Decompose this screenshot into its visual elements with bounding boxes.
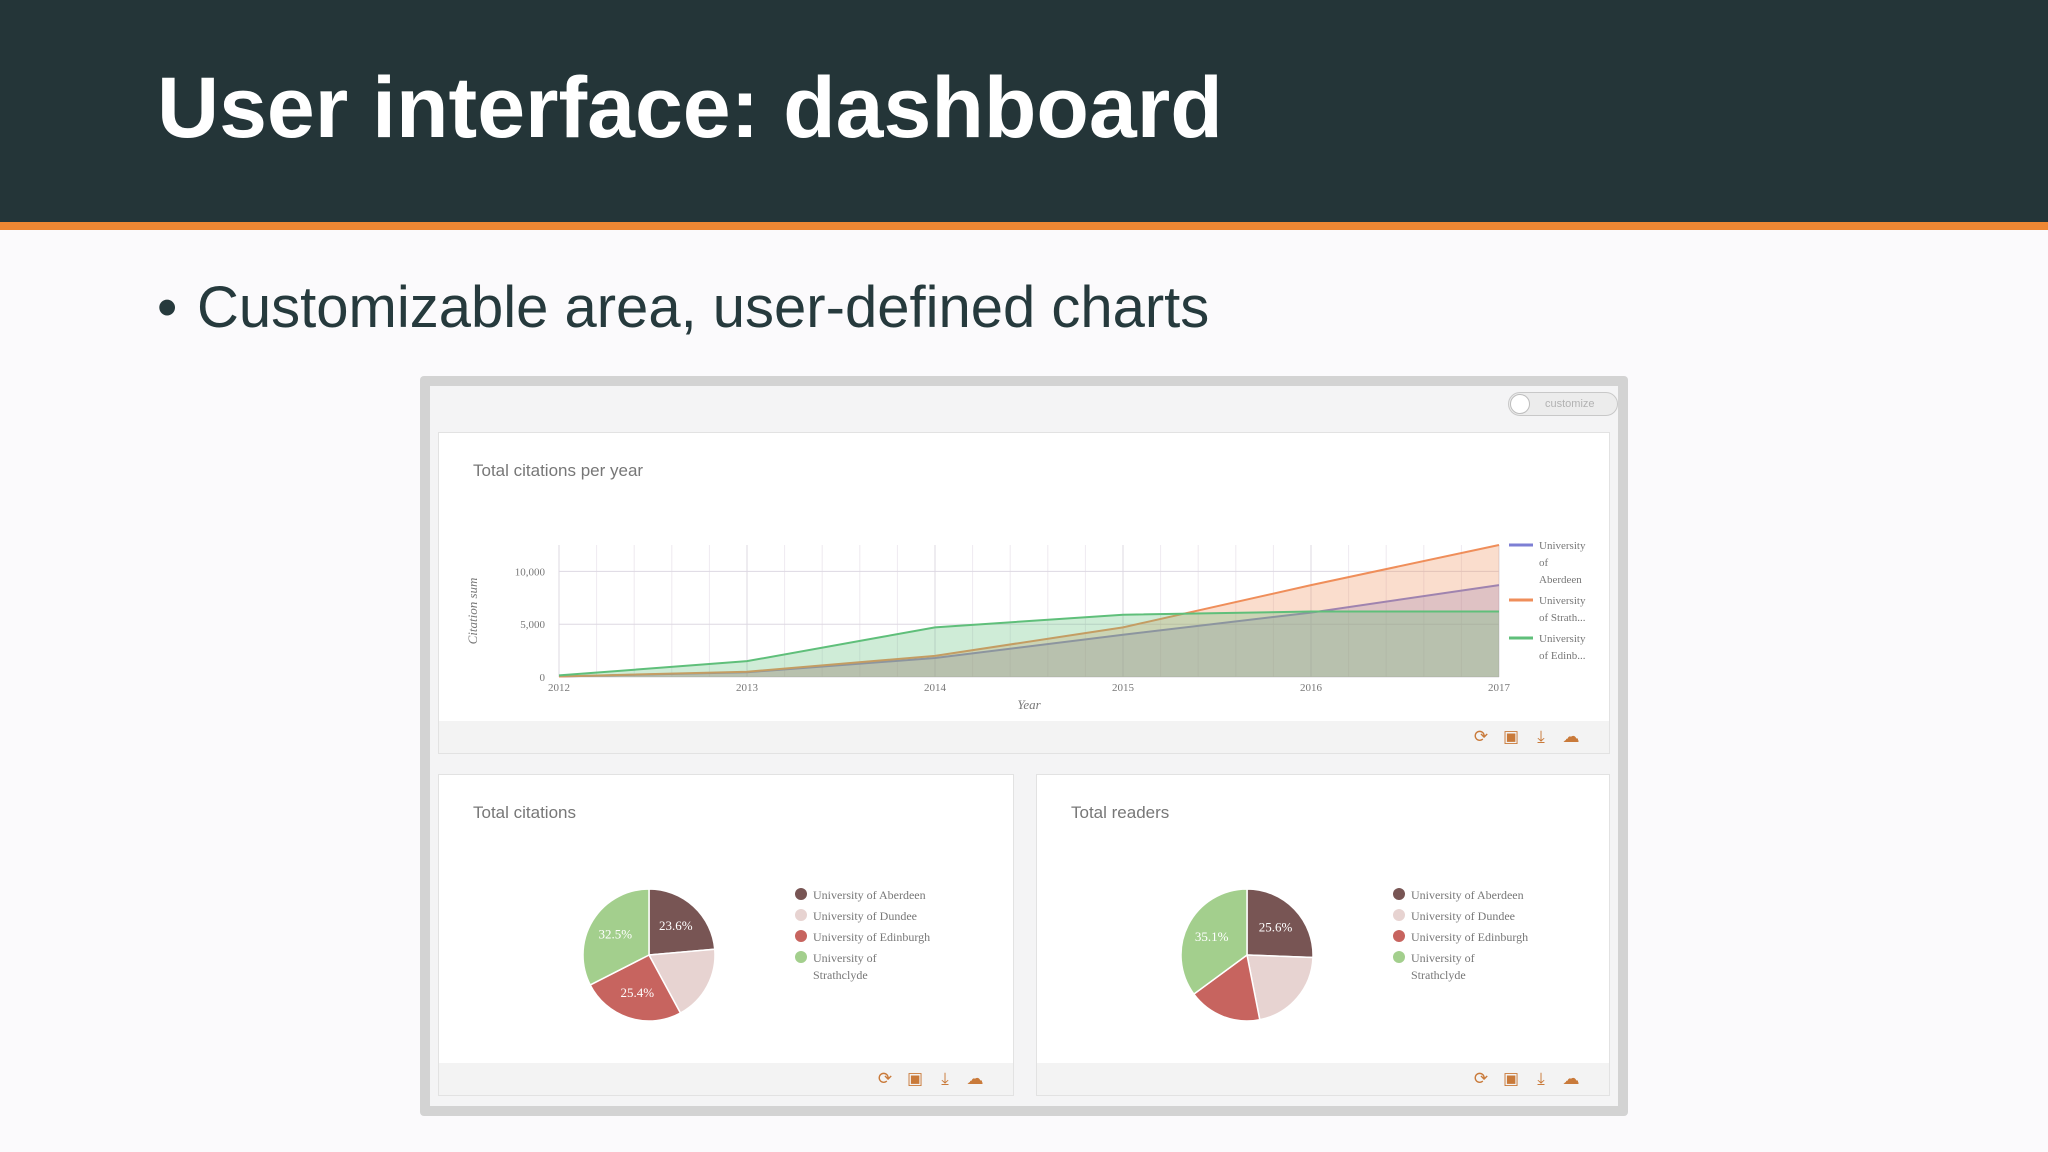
- refresh-icon[interactable]: ⟳: [877, 1069, 893, 1089]
- legend-swatch: [1393, 909, 1405, 921]
- dashboard-screenshot-frame: customize Total citations per year 0 5,00…: [420, 376, 1628, 1116]
- bullet-point: • Customizable area, user-defined charts: [157, 270, 1209, 346]
- legend-swatch: [795, 951, 807, 963]
- legend-item[interactable]: University of Strathclyde: [1393, 950, 1531, 984]
- legend-swatch: [795, 909, 807, 921]
- pie-value-label: 35.1%: [1195, 929, 1229, 944]
- legend-item[interactable]: University of Edinburgh: [795, 929, 933, 946]
- bullet-text: Customizable area, user-defined charts: [197, 275, 1210, 340]
- area-fill-series-2: [559, 611, 1499, 677]
- cloud-icon[interactable]: ☁: [1562, 1069, 1580, 1089]
- card-toolbar: ⟳ ▣ ⤓ ☁: [1037, 1063, 1609, 1095]
- pie-slice: [647, 948, 716, 1015]
- pie-value-label: 32.5%: [598, 926, 632, 941]
- line-chart: 0 5,000 10,000 2012 2013 2014 2015 2016 2017 Year…: [465, 540, 1586, 712]
- legend-item[interactable]: University of Aberdeen: [1393, 887, 1531, 904]
- area-fill-series-1: [559, 545, 1499, 677]
- pie-value-label: 23.6%: [659, 918, 693, 933]
- toggle-knob[interactable]: [1510, 394, 1530, 414]
- legend-label: University of Aberdeen: [1539, 540, 1586, 586]
- x-tick-label: 2016: [1300, 682, 1323, 694]
- total-citations-card: Total citations 23.6% 25.4% 32.5% Universi…: [438, 774, 1014, 1096]
- pie-value-label: 25.6%: [1259, 920, 1293, 935]
- slide-header: User interface: dashboard: [0, 0, 2048, 222]
- legend-swatch: [795, 930, 807, 942]
- pie-slice: [648, 888, 716, 956]
- y-tick-label: 10,000: [515, 566, 546, 578]
- x-tick-label: 2017: [1488, 682, 1511, 694]
- chart-tools: ⟳ ▣ ⤓ ☁: [1471, 1069, 1581, 1089]
- citations-per-year-card: Total citations per year 0 5,000 10,000 201…: [438, 432, 1610, 754]
- y-tick-label: 5,000: [520, 619, 545, 631]
- legend-label: University of Aberdeen: [813, 888, 926, 902]
- legend-label: University of Dundee: [813, 909, 917, 923]
- pie-value-label: 25.4%: [620, 985, 654, 1000]
- legend-item[interactable]: University of Dundee: [1393, 908, 1531, 925]
- image-icon[interactable]: ▣: [1502, 1069, 1520, 1089]
- legend-label: University of Aberdeen: [1411, 888, 1524, 902]
- legend-label: University of Edinb...: [1539, 633, 1586, 662]
- image-icon[interactable]: ▣: [1502, 727, 1520, 747]
- legend-label: University of Edinburgh: [1411, 930, 1529, 944]
- refresh-icon[interactable]: ⟳: [1473, 727, 1489, 747]
- legend-label: University of Dundee: [1411, 909, 1515, 923]
- x-tick-label: 2012: [548, 682, 570, 694]
- x-axis-label: Year: [1017, 697, 1041, 712]
- legend-label: University of Strathclyde: [813, 951, 877, 982]
- y-axis-label: Citation sum: [465, 578, 480, 645]
- total-readers-card: Total readers 25.6% 35.1% University of A…: [1036, 774, 1610, 1096]
- line-series-2: [558, 610, 1499, 677]
- slide-title: User interface: dashboard: [157, 60, 1223, 156]
- legend-item[interactable]: University of Edinburgh: [1393, 929, 1531, 946]
- legend-swatch: [1393, 951, 1405, 963]
- y-tick-label: 0: [540, 672, 546, 684]
- header-accent-stripe: [0, 222, 2048, 230]
- pie-slice: [589, 953, 682, 1022]
- legend-label: University of Strath...: [1539, 595, 1586, 624]
- legend-item[interactable]: University of Strathclyde: [795, 950, 933, 984]
- pie-slice: [1246, 954, 1314, 1021]
- legend-item[interactable]: University of Aberdeen: [795, 887, 933, 904]
- download-icon[interactable]: ⤓: [1537, 727, 1545, 747]
- x-tick-label: 2014: [924, 682, 947, 694]
- download-icon[interactable]: ⤓: [941, 1069, 949, 1089]
- cloud-icon[interactable]: ☁: [966, 1069, 984, 1089]
- chart-tools: ⟳ ▣ ⤓ ☁: [875, 1069, 985, 1089]
- card-title: Total readers: [1071, 803, 1170, 822]
- card-toolbar: ⟳ ▣ ⤓ ☁: [439, 1063, 1013, 1095]
- legend-swatch: [1393, 930, 1405, 942]
- legend-label: University of Edinburgh: [813, 930, 931, 944]
- area-fill-series-0: [559, 585, 1499, 677]
- download-icon[interactable]: ⤓: [1537, 1069, 1545, 1089]
- x-tick-label: 2013: [736, 682, 759, 694]
- legend-label: University of Strathclyde: [1411, 951, 1475, 982]
- legend-swatch: [795, 888, 807, 900]
- card-title: Total citations per year: [473, 461, 644, 480]
- bullet-marker: •: [157, 275, 178, 340]
- chart-tools: ⟳ ▣ ⤓ ☁: [1471, 727, 1581, 747]
- pie-legend: University of Aberdeen University of Dund…: [795, 887, 933, 988]
- refresh-icon[interactable]: ⟳: [1473, 1069, 1489, 1089]
- customize-label: customize: [1545, 398, 1595, 410]
- pie-chart-readers: 25.6% 35.1%: [1180, 888, 1314, 1022]
- pie-slice: [1180, 888, 1248, 996]
- customize-toggle[interactable]: customize: [1508, 392, 1618, 416]
- pie-slice: [1192, 953, 1261, 1022]
- card-toolbar: ⟳ ▣ ⤓ ☁: [439, 721, 1609, 753]
- cloud-icon[interactable]: ☁: [1562, 727, 1580, 747]
- pie-slice: [1246, 888, 1314, 959]
- legend-item[interactable]: University of Dundee: [795, 908, 933, 925]
- dashboard-area: customize Total citations per year 0 5,00…: [430, 386, 1618, 1106]
- pie-chart-citations: 23.6% 25.4% 32.5%: [582, 888, 716, 1022]
- legend-swatch: [1393, 888, 1405, 900]
- pie-slice: [582, 888, 650, 986]
- card-title: Total citations: [473, 803, 576, 822]
- pie-legend: University of Aberdeen University of Dund…: [1393, 887, 1531, 988]
- image-icon[interactable]: ▣: [906, 1069, 924, 1089]
- x-tick-label: 2015: [1112, 682, 1135, 694]
- line-series-1: [558, 544, 1500, 678]
